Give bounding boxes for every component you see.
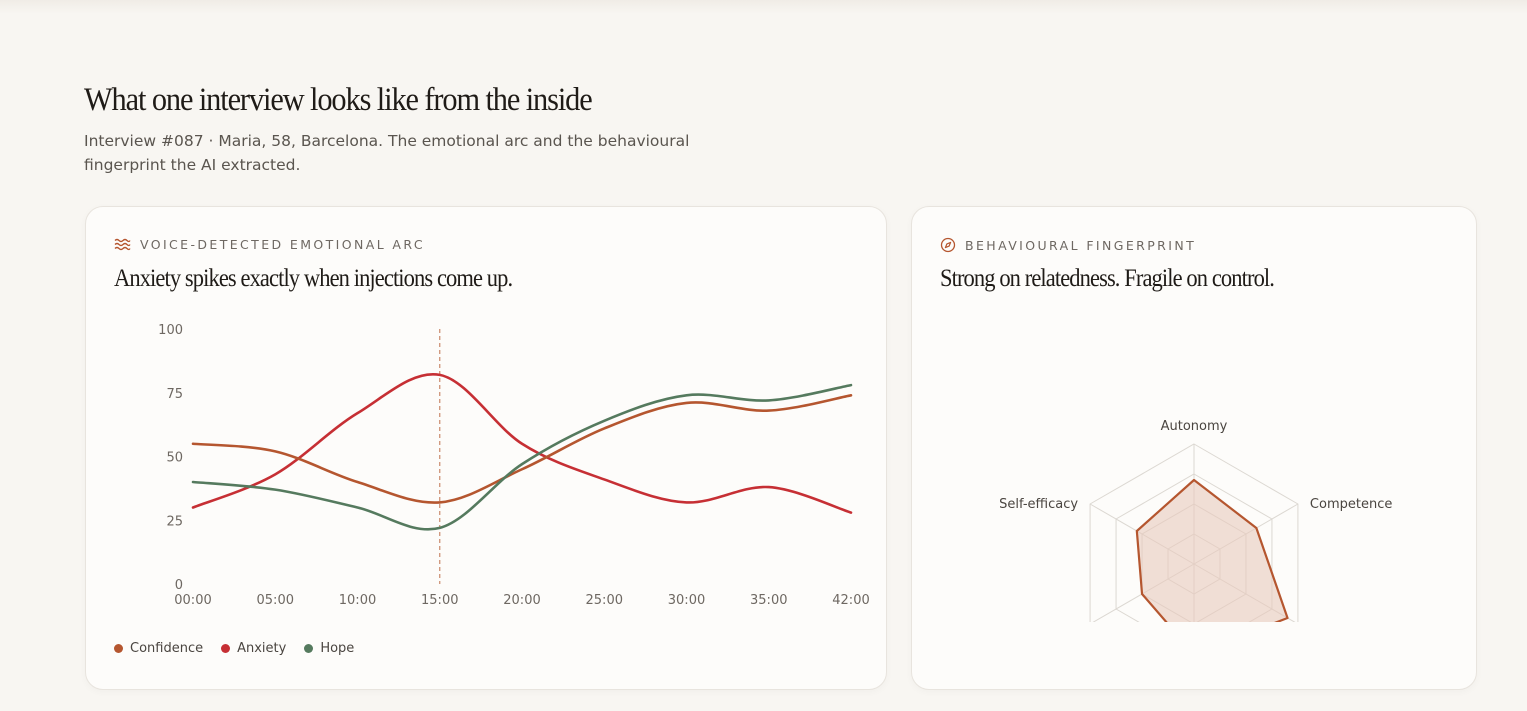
y-tick-label: 0 — [175, 578, 183, 593]
x-tick-label: 10:00 — [339, 593, 376, 608]
eyebrow-label: BEHAVIOURAL FINGERPRINT — [965, 237, 1197, 253]
legend-item-hope: Hope — [304, 641, 354, 656]
x-tick-label: 35:00 — [750, 593, 787, 608]
x-tick-label: 42:00 — [832, 593, 869, 608]
y-tick-label: 100 — [158, 323, 183, 338]
series-line-confidence — [191, 394, 853, 504]
fingerprint-eyebrow: BEHAVIOURAL FINGERPRINT — [940, 237, 1196, 253]
x-tick-label: 30:00 — [668, 593, 705, 608]
emotional-arc-card: VOICE-DETECTED EMOTIONAL ARC Anxiety spi… — [85, 206, 887, 690]
chart-legend: Confidence Anxiety Hope — [114, 641, 354, 656]
emotional-arc-chart: 0 25 50 75 100 00:00 05:00 10:00 15:00 20:00 25:00… — [158, 323, 870, 608]
legend-swatch — [304, 644, 314, 653]
emotional-arc-eyebrow: VOICE-DETECTED EMOTIONAL ARC — [114, 237, 425, 252]
compass-icon — [940, 237, 956, 253]
radar-axis-label: Competence — [1310, 497, 1392, 512]
y-tick-label: 25 — [166, 514, 183, 529]
x-tick-label: 20:00 — [503, 593, 540, 608]
section-subtitle: Interview #087 · Maria, 58, Barcelona. T… — [84, 132, 690, 174]
legend-swatch — [114, 644, 123, 653]
waves-icon — [114, 238, 131, 251]
radar-grid-ring — [1089, 443, 1299, 622]
top-shadow — [0, 0, 1527, 14]
section-title: What one interview looks like from the i… — [84, 82, 593, 118]
legend-label: Anxiety — [237, 641, 287, 656]
series-line-anxiety — [191, 372, 853, 514]
legend-label: Confidence — [130, 641, 204, 656]
series-line-hope — [191, 383, 853, 531]
fingerprint-card: BEHAVIOURAL FINGERPRINT Strong on relate… — [911, 206, 1477, 690]
card-heading: Strong on relatedness. Fragile on contro… — [940, 265, 1275, 292]
legend-item-confidence: Confidence — [114, 641, 203, 656]
fingerprint-radar-chart: AutonomyCompetenceRelatednessTrustPercei… — [999, 419, 1392, 622]
legend-item-anxiety: Anxiety — [221, 641, 286, 656]
x-tick-label: 05:00 — [257, 593, 294, 608]
legend-label: Hope — [320, 641, 355, 656]
radar-axis-label: Self-efficacy — [999, 497, 1078, 512]
radar-axis-label: Autonomy — [1161, 419, 1228, 434]
x-tick-label: 25:00 — [586, 593, 623, 608]
section-header: What one interview looks like from the i… — [84, 82, 724, 177]
eyebrow-label: VOICE-DETECTED EMOTIONAL ARC — [140, 237, 425, 252]
card-heading: Anxiety spikes exactly when injections c… — [114, 265, 513, 292]
radar-value-shape — [1135, 478, 1289, 622]
x-tick-label: 15:00 — [421, 593, 458, 608]
y-tick-label: 75 — [166, 387, 183, 402]
legend-swatch — [221, 644, 231, 653]
y-tick-label: 50 — [166, 451, 183, 466]
x-tick-label: 00:00 — [174, 593, 211, 608]
